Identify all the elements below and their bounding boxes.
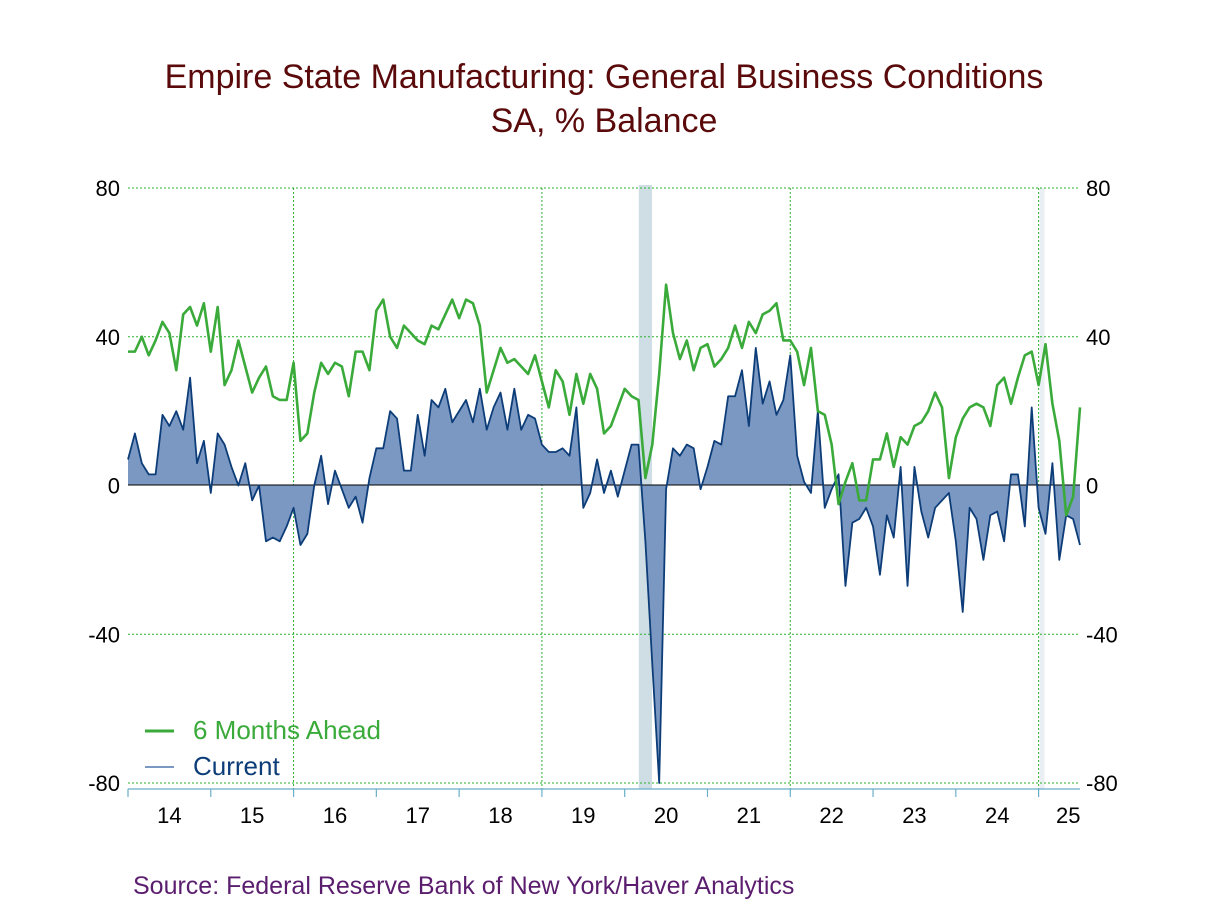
- x-axis-group: [127, 788, 1080, 797]
- x-tick-label: 22: [819, 803, 843, 828]
- legend-label-six-months-ahead: 6 Months Ahead: [193, 715, 381, 745]
- chart-title: Empire State Manufacturing: General Busi…: [164, 58, 1044, 96]
- x-tick-label: 24: [985, 803, 1009, 828]
- y-tick-label-right: -40: [1086, 622, 1118, 647]
- series-line-current: [127, 347, 1081, 784]
- series-line-six-months-ahead: [128, 283, 1082, 517]
- x-tick-label: 16: [323, 803, 347, 828]
- x-tick-label: 19: [571, 803, 595, 828]
- y-tick-label-right: 0: [1086, 474, 1098, 499]
- y-tick-label-left: 40: [96, 325, 120, 350]
- y-axis-left-labels: 80 40 0 -40 -80: [88, 176, 120, 796]
- chart-subtitle: SA, % Balance: [490, 102, 718, 140]
- x-tick-label: 21: [737, 803, 761, 828]
- x-tick-label: 14: [157, 803, 181, 828]
- x-tick-label: 18: [488, 803, 512, 828]
- series-lines-group: [127, 283, 1082, 784]
- legend: 6 Months Ahead Current: [145, 715, 381, 781]
- y-tick-label-left: 0: [108, 474, 120, 499]
- y-tick-label-right: -80: [1086, 771, 1118, 796]
- legend-label-current: Current: [193, 751, 280, 781]
- y-tick-label-right: 40: [1086, 325, 1110, 350]
- x-tick-label: 17: [405, 803, 429, 828]
- source-note: Source: Federal Reserve Bank of New York…: [133, 872, 795, 900]
- x-tick-label: 25: [1056, 803, 1080, 828]
- y-axis-right-labels: 80 40 0 -40 -80: [1086, 176, 1118, 796]
- y-tick-label-left: 80: [96, 176, 120, 201]
- x-tick-label: 23: [902, 803, 926, 828]
- y-tick-label-right: 80: [1086, 176, 1110, 201]
- x-axis-labels: 14 15 16 17 18 19 20 21 22 23 24 25: [157, 803, 1080, 828]
- y-tick-label-left: -80: [88, 771, 120, 796]
- x-tick-label: 15: [240, 803, 264, 828]
- y-tick-label-left: -40: [88, 622, 120, 647]
- x-tick-label: 20: [654, 803, 678, 828]
